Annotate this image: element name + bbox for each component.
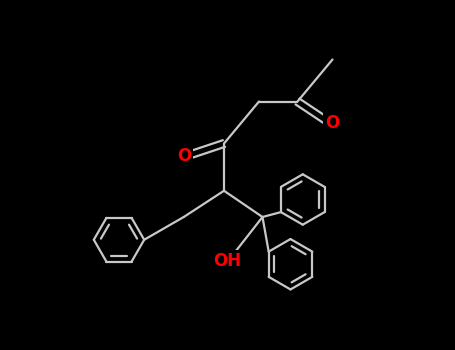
Text: O: O: [325, 113, 339, 132]
Text: OH: OH: [213, 252, 242, 270]
Text: O: O: [177, 147, 192, 165]
